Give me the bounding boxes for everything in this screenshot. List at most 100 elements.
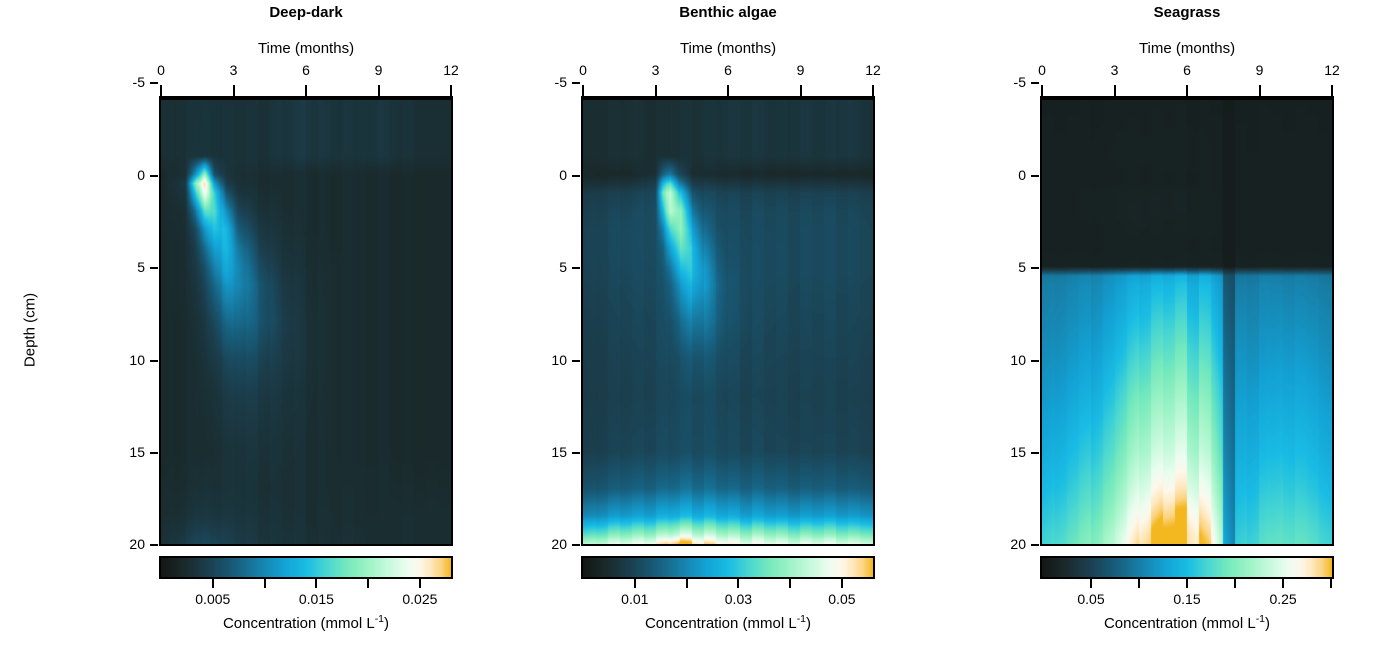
colorbar-title-text: Concentration (mmol L xyxy=(644,615,797,632)
x-tick-label: 9 xyxy=(1255,62,1264,78)
y-tick-mark xyxy=(572,82,580,84)
y-tick-mark xyxy=(150,267,158,269)
heatmap-plot-area xyxy=(581,96,875,546)
heatmap-canvas xyxy=(583,100,873,544)
x-tick-label: 6 xyxy=(302,62,310,78)
colorbar-tick-label: 0.01 xyxy=(621,591,649,607)
y-tick-mark xyxy=(1031,452,1039,454)
colorbar-title-sup: -1 xyxy=(374,613,385,625)
heatmap-plot-area xyxy=(1040,96,1334,546)
x-tick-label: 0 xyxy=(157,62,165,78)
colorbar-canvas xyxy=(161,558,451,577)
x-tick-label: 3 xyxy=(651,62,660,78)
x-tick-label: 12 xyxy=(443,62,459,78)
x-tick-label: 0 xyxy=(1038,62,1046,78)
x-tick-label: 9 xyxy=(796,62,805,78)
colorbar-title: Concentration (mmol L-1) xyxy=(159,613,453,632)
y-tick-label: 15 xyxy=(129,444,145,460)
colorbar-tick-label: 0.15 xyxy=(1173,591,1201,607)
x-tick-label: 9 xyxy=(374,62,383,78)
panel-title: Seagrass xyxy=(1153,4,1221,21)
x-tick-mark xyxy=(1331,85,1333,96)
panel-seagrass: Seagrass Time (months) 0 3 6 9 12 -5 0 5… xyxy=(960,0,1340,670)
heatmap-canvas xyxy=(161,100,451,544)
x-tick-mark xyxy=(1041,85,1043,96)
y-tick-mark xyxy=(150,544,158,546)
panel-deep-dark: Deep-dark Time (months) 0 3 6 9 12 -5 0 … xyxy=(79,0,459,670)
y-tick-label: 10 xyxy=(129,351,145,368)
colorbar-tick-mark xyxy=(685,579,688,588)
y-tick-mark xyxy=(572,452,580,454)
y-tick-label: 20 xyxy=(1010,536,1026,552)
x-tick-label: 3 xyxy=(1110,62,1119,78)
colorbar xyxy=(159,556,453,579)
x-tick-label: 0 xyxy=(579,62,587,78)
y-tick-label: -5 xyxy=(132,74,145,90)
colorbar-tick-mark xyxy=(1186,579,1188,588)
panel-benthic-algae: Benthic algae Time (months) 0 3 6 9 12 -… xyxy=(501,0,881,670)
colorbar-title: Concentration (mmol L-1) xyxy=(1040,613,1334,632)
heatmap-plot-area xyxy=(159,96,453,546)
x-tick-mark xyxy=(450,85,452,96)
x-tick-label: 12 xyxy=(1324,62,1340,78)
x-tick-mark xyxy=(582,85,584,96)
y-tick-label: 5 xyxy=(559,259,567,275)
x-tick-mark xyxy=(377,85,380,96)
y-tick-mark xyxy=(150,359,158,362)
x-tick-label: 3 xyxy=(229,62,238,78)
colorbar-title: Concentration (mmol L-1) xyxy=(581,613,875,632)
colorbar-tick-mark xyxy=(789,579,792,588)
x-tick-label: 12 xyxy=(865,62,881,78)
x-tick-mark xyxy=(1186,85,1188,96)
panel-title: Benthic algae xyxy=(679,4,777,21)
panel-title: Deep-dark xyxy=(269,4,343,21)
colorbar-tick-mark xyxy=(633,579,636,588)
x-tick-label: 6 xyxy=(1183,62,1191,78)
time-axis-label: Time (months) xyxy=(257,40,355,57)
time-axis-label: Time (months) xyxy=(679,40,777,57)
y-tick-label: -5 xyxy=(554,74,567,90)
x-tick-mark xyxy=(232,85,235,96)
colorbar-title-text: Concentration (mmol L xyxy=(222,615,375,632)
y-tick-mark xyxy=(150,452,158,454)
colorbar-canvas xyxy=(1042,558,1332,577)
y-tick-label: -5 xyxy=(1013,74,1026,90)
y-tick-mark xyxy=(572,267,580,269)
y-tick-mark xyxy=(1031,267,1039,269)
y-tick-mark xyxy=(572,174,580,177)
x-tick-mark xyxy=(727,85,729,96)
colorbar-title-suffix: ) xyxy=(1265,615,1271,632)
colorbar-tick-mark xyxy=(315,579,318,588)
colorbar-tick-label: 0.015 xyxy=(298,591,334,607)
y-tick-mark xyxy=(1031,82,1039,84)
y-tick-label: 5 xyxy=(137,259,145,275)
colorbar xyxy=(1040,556,1334,579)
depth-axis-label: Depth (cm) xyxy=(21,292,39,368)
x-tick-mark xyxy=(799,85,802,96)
colorbar-tick-mark xyxy=(1234,579,1237,588)
colorbar-title-sup: -1 xyxy=(796,613,807,625)
y-tick-label: 15 xyxy=(551,444,567,460)
colorbar-tick-mark xyxy=(211,579,214,588)
colorbar-title-suffix: ) xyxy=(806,615,812,632)
y-tick-label: 10 xyxy=(551,351,567,368)
colorbar-tick-mark xyxy=(1090,579,1092,588)
colorbar-tick-label: 0.05 xyxy=(828,591,856,607)
colorbar-tick-label: 0.025 xyxy=(402,591,438,607)
colorbar-tick-label: 0.25 xyxy=(1269,591,1297,607)
colorbar-tick-label: 0.005 xyxy=(195,591,231,607)
colorbar-canvas xyxy=(583,558,873,577)
y-tick-label: 0 xyxy=(559,166,567,183)
y-tick-mark xyxy=(150,174,158,177)
colorbar xyxy=(581,556,875,579)
y-tick-label: 15 xyxy=(1010,444,1026,460)
y-tick-label: 20 xyxy=(551,536,567,552)
y-tick-label: 0 xyxy=(137,166,145,183)
y-tick-mark xyxy=(150,82,158,84)
x-tick-mark xyxy=(305,85,307,96)
y-tick-mark xyxy=(572,544,580,546)
colorbar-title-text: Concentration (mmol L xyxy=(1103,615,1256,632)
colorbar-tick-mark xyxy=(1138,579,1140,588)
y-tick-label: 20 xyxy=(129,536,145,552)
